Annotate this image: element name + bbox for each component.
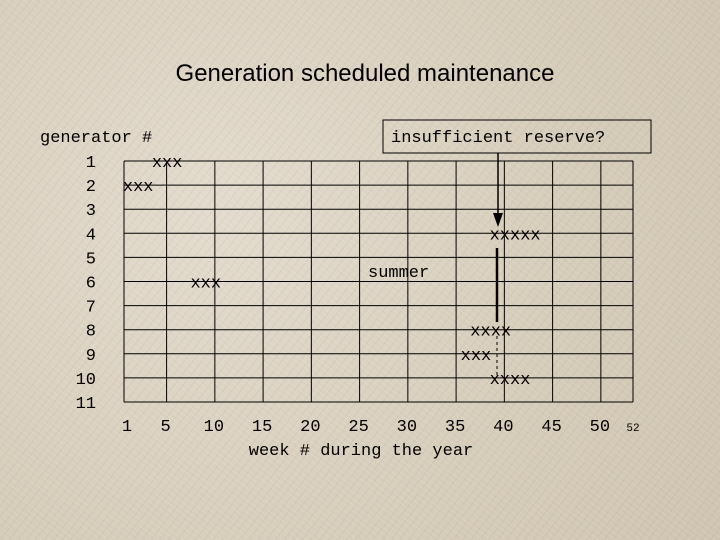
x-tick-label: 50 — [590, 418, 610, 437]
maintenance-mark: xxx — [190, 275, 221, 294]
annotation-box — [382, 119, 652, 154]
y-tick-label: 5 — [86, 250, 96, 269]
y-tick-label: 4 — [86, 226, 96, 245]
y-tick-label: 6 — [86, 275, 96, 294]
x-tick-label: 20 — [300, 418, 320, 437]
x-tick-label-end: 52 — [626, 423, 639, 435]
x-tick-label: 35 — [445, 418, 465, 437]
y-axis-title: generator # — [40, 129, 152, 148]
y-tick-label: 11 — [76, 395, 96, 414]
y-tick-label: 2 — [86, 178, 96, 197]
x-tick-label: 40 — [493, 418, 513, 437]
y-tick-label: 3 — [86, 202, 96, 221]
x-tick-label: 45 — [541, 418, 561, 437]
maintenance-mark: xxxx — [470, 323, 511, 342]
y-tick-label: 7 — [86, 299, 96, 318]
y-tick-label: 10 — [76, 371, 96, 390]
x-tick-label: 25 — [348, 418, 368, 437]
grid — [123, 160, 634, 403]
x-tick-label: 15 — [252, 418, 272, 437]
chart-title: Generation scheduled maintenance — [175, 60, 555, 87]
maintenance-mark: xxx — [152, 154, 183, 173]
maintenance-mark: xxxxx — [490, 226, 541, 245]
y-tick-label: 8 — [86, 323, 96, 342]
arrow-head-icon — [493, 213, 503, 227]
maintenance-mark: xxxx — [490, 371, 531, 390]
x-tick-label: 30 — [397, 418, 417, 437]
x-tick-label: 1 — [122, 418, 132, 437]
x-tick-label: 10 — [204, 418, 224, 437]
maintenance-mark: xxx — [461, 347, 492, 366]
x-axis-title: week # during the year — [249, 442, 473, 461]
annotation-insufficient: insufficient reserve? — [391, 129, 605, 148]
y-tick-label: 9 — [86, 347, 96, 366]
x-tick-label: 5 — [160, 418, 170, 437]
annotation-summer: summer — [368, 264, 429, 283]
maintenance-mark: xxx — [123, 178, 154, 197]
y-tick-label: 1 — [86, 154, 96, 173]
